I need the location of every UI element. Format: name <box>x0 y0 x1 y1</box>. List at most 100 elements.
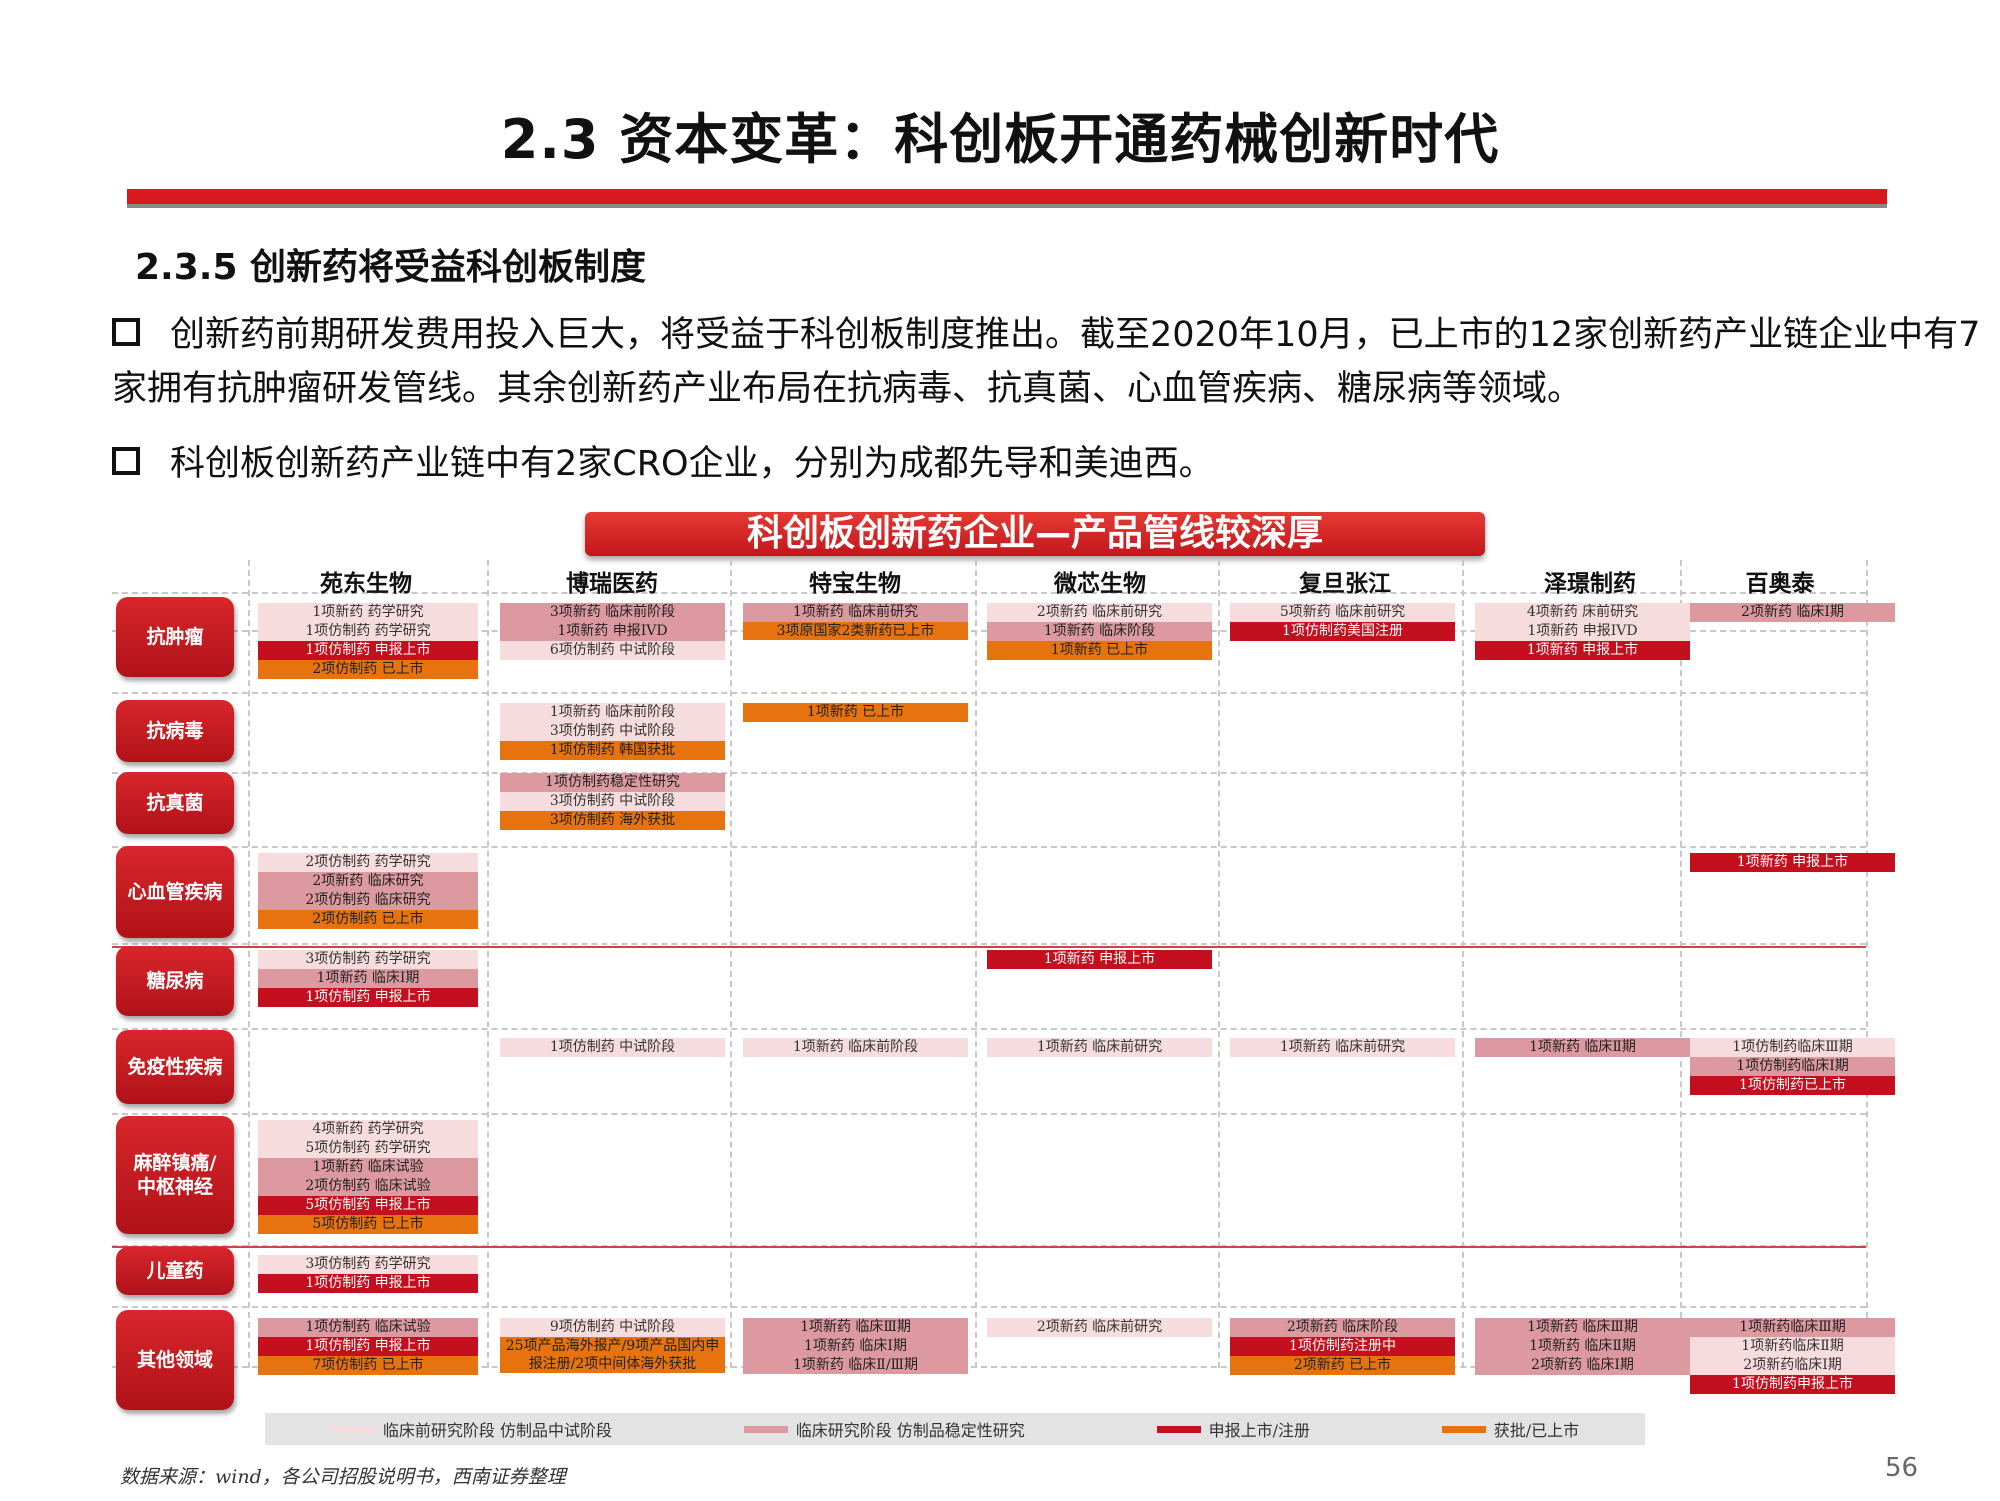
row-label-text: 抗病毒 <box>146 720 204 742</box>
pipeline-item: 1项仿制药稳定性研究 <box>500 773 725 792</box>
legend-label: 获批/已上市 <box>1493 1421 1580 1440</box>
pipeline-item: 1项新药 临床Ⅰ期 <box>258 969 478 988</box>
pipeline-cell: 3项仿制药 药学研究 1项仿制药 申报上市 <box>258 1255 478 1293</box>
pipeline-cell: 9项仿制药 中试阶段 25项产品海外报产/9项产品国内申报注册/2项中间体海外获批 <box>500 1318 725 1373</box>
pipeline-cell: 2项新药 临床阶段 1项仿制药注册中 2项新药 已上市 <box>1230 1318 1455 1375</box>
legend-item: 临床研究阶段 仿制品稳定性研究 <box>743 1417 1025 1441</box>
pipeline-item: 1项新药 申报上市 <box>987 950 1212 969</box>
pipeline-item: 1项新药 申报IVD <box>500 622 725 641</box>
column-divider <box>487 560 489 1368</box>
pipeline-item: 2项新药 临床阶段 <box>1230 1318 1455 1337</box>
pipeline-item: 3项仿制药 药学研究 <box>258 1255 478 1274</box>
bullet-2-text: 科创板创新药产业链中有2家CRO企业，分别为成都先导和美迪西。 <box>170 444 1214 484</box>
square-bullet-icon <box>112 447 140 475</box>
bullet-1-text: 创新药前期研发费用投入巨大，将受益于科创板制度推出。截至2020年10月，已上市… <box>112 315 1981 409</box>
row-label-text: 麻醉镇痛/中枢神经 <box>133 1152 217 1198</box>
pipeline-item: 1项新药 临床Ⅲ期 <box>1475 1318 1690 1337</box>
pipeline-item: 1项新药 临床前研究 <box>1230 1038 1455 1057</box>
pipeline-cell: 1项仿制药 临床试验 1项仿制药 申报上市 7项仿制药 已上市 <box>258 1318 478 1375</box>
pipeline-cell: 1项新药 临床Ⅲ期 1项新药 临床Ⅱ期 2项新药 临床Ⅰ期 <box>1475 1318 1690 1375</box>
pipeline-item: 9项仿制药 中试阶段 <box>500 1318 725 1337</box>
pipeline-cell: 4项新药 床前研究 1项新药 申报IVD 1项新药 申报上市 <box>1475 603 1690 660</box>
row-label-text: 儿童药 <box>146 1260 204 1282</box>
pipeline-item: 1项仿制药 申报上市 <box>258 641 478 660</box>
pipeline-item: 7项仿制药 已上市 <box>258 1356 478 1375</box>
pipeline-item: 1项新药临床Ⅲ期 <box>1690 1318 1895 1337</box>
legend-label: 临床研究阶段 仿制品稳定性研究 <box>795 1421 1025 1440</box>
pipeline-item: 1项新药 临床试验 <box>258 1158 478 1177</box>
pipeline-item: 2项新药 临床研究 <box>258 872 478 891</box>
source-note: 数据来源：wind，各公司招股说明书，西南证券整理 <box>120 1466 566 1488</box>
pipeline-item: 1项新药 临床前研究 <box>987 1038 1212 1057</box>
pipeline-item: 1项仿制药 中试阶段 <box>500 1038 725 1057</box>
title-divider <box>127 189 1887 208</box>
pipeline-item: 1项新药 药学研究 <box>258 603 478 622</box>
pipeline-item: 4项新药 床前研究 <box>1475 603 1690 622</box>
row-label: 其他领域 <box>116 1310 234 1410</box>
pipeline-item: 2项仿制药 临床试验 <box>258 1177 478 1196</box>
pipeline-item: 25项产品海外报产/9项产品国内申报注册/2项中间体海外获批 <box>500 1337 725 1373</box>
pipeline-item: 1项新药 临床Ⅱ期 <box>1475 1337 1690 1356</box>
pipeline-item: 3项新药 临床前阶段 <box>500 603 725 622</box>
pipeline-cell: 1项新药 申报上市 <box>987 950 1212 969</box>
pipeline-item: 1项新药 申报上市 <box>1475 641 1690 660</box>
section-title: 2.3.5 创新药将受益科创板制度 <box>135 247 647 288</box>
pipeline-item: 2项新药临床Ⅰ期 <box>1690 1356 1895 1375</box>
legend-label: 临床前研究阶段 仿制品中试阶段 <box>382 1421 612 1440</box>
pipeline-item: 3项仿制药 海外获批 <box>500 811 725 830</box>
row-label: 麻醉镇痛/中枢神经 <box>116 1116 234 1234</box>
pipeline-cell: 1项新药 药学研究 1项仿制药 药学研究 1项仿制药 申报上市 2项仿制药 已上市 <box>258 603 478 679</box>
page-title: 2.3 资本变革：科创板开通药械创新时代 <box>500 108 1500 171</box>
pipeline-cell: 1项新药 申报上市 <box>1690 853 1895 872</box>
pipeline-cell: 1项新药 临床前研究 3项原国家2类新药已上市 <box>743 603 968 640</box>
legend-swatch <box>743 1425 788 1433</box>
pipeline-item: 2项新药 临床Ⅰ期 <box>1690 603 1895 622</box>
pipeline-cell: 3项仿制药 药学研究 1项新药 临床Ⅰ期 1项仿制药 申报上市 <box>258 950 478 1007</box>
row-divider-red <box>112 946 1866 948</box>
pipeline-cell: 1项新药 临床前阶段 3项仿制药 中试阶段 1项仿制药 韩国获批 <box>500 703 725 760</box>
pipeline-item: 1项新药 已上市 <box>987 641 1212 660</box>
company-header: 百奥泰 <box>1745 570 1815 597</box>
row-divider-red <box>112 1246 1866 1248</box>
pipeline-cell: 2项新药 临床前研究 <box>987 1318 1212 1337</box>
company-header: 微芯生物 <box>1054 570 1146 597</box>
bullet-1: 创新药前期研发费用投入巨大，将受益于科创板制度推出。截至2020年10月，已上市… <box>112 308 1992 416</box>
pipeline-item: 2项仿制药 临床研究 <box>258 891 478 910</box>
pipeline-item: 1项新药 申报IVD <box>1475 622 1690 641</box>
pipeline-item: 2项新药 临床前研究 <box>987 1318 1212 1337</box>
legend-swatch <box>1156 1425 1201 1433</box>
legend-swatch <box>330 1425 375 1433</box>
pipeline-item: 1项仿制药申报上市 <box>1690 1375 1895 1394</box>
company-header: 特宝生物 <box>809 570 901 597</box>
pipeline-item: 1项仿制药 申报上市 <box>258 1337 478 1356</box>
pipeline-item: 2项仿制药 已上市 <box>258 660 478 679</box>
pipeline-item: 1项仿制药 临床试验 <box>258 1318 478 1337</box>
page-number: 56 <box>1885 1453 1919 1483</box>
row-label-text: 抗真菌 <box>146 792 204 814</box>
pipeline-item: 3项原国家2类新药已上市 <box>743 622 968 640</box>
column-divider <box>1462 560 1464 1368</box>
pipeline-item: 1项新药临床Ⅱ期 <box>1690 1337 1895 1356</box>
column-divider <box>1866 560 1868 1368</box>
column-divider <box>1218 560 1220 1368</box>
pipeline-item: 1项仿制药 韩国获批 <box>500 741 725 760</box>
legend-item: 获批/已上市 <box>1441 1417 1580 1441</box>
pipeline-item: 2项仿制药 药学研究 <box>258 853 478 872</box>
legend-item: 临床前研究阶段 仿制品中试阶段 <box>330 1417 612 1441</box>
pipeline-cell: 2项新药 临床前研究 1项新药 临床阶段 1项新药 已上市 <box>987 603 1212 660</box>
pipeline-cell: 1项仿制药 中试阶段 <box>500 1038 725 1057</box>
pipeline-cell: 1项新药 临床Ⅲ期 1项新药 临床Ⅰ期 1项新药 临床Ⅱ/Ⅲ期 <box>743 1318 968 1374</box>
pipeline-cell: 1项仿制药稳定性研究 3项仿制药 中试阶段 3项仿制药 海外获批 <box>500 773 725 830</box>
pipeline-item: 2项新药 已上市 <box>1230 1356 1455 1375</box>
pipeline-cell: 1项新药 临床前研究 <box>1230 1038 1455 1057</box>
row-divider <box>112 772 1866 774</box>
row-label: 心血管疾病 <box>116 846 234 938</box>
row-divider <box>112 846 1866 848</box>
pipeline-cell: 5项新药 临床前研究 1项仿制药美国注册 <box>1230 603 1455 641</box>
pipeline-item: 1项仿制药 申报上市 <box>258 988 478 1007</box>
pipeline-item: 1项仿制药 申报上市 <box>258 1274 478 1293</box>
pipeline-item: 1项新药 临床前阶段 <box>500 703 725 722</box>
company-header: 复旦张江 <box>1299 570 1391 597</box>
row-label-text: 免疫性疾病 <box>127 1056 223 1078</box>
pipeline-item: 1项新药 临床阶段 <box>987 622 1212 641</box>
